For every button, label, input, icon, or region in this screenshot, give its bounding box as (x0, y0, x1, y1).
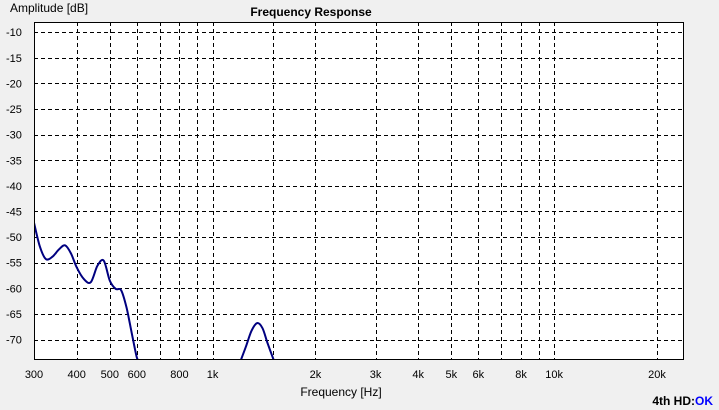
status-value: OK (695, 394, 713, 408)
curve-group (34, 221, 275, 360)
y-tick-label: -60 (6, 283, 22, 295)
y-tick-label: -55 (6, 258, 22, 270)
x-tick-label: 500 (101, 369, 119, 381)
y-tick-label: -35 (6, 155, 22, 167)
y-axis-label: Amplitude [dB] (10, 1, 88, 15)
x-tick-label: 10k (545, 369, 563, 381)
x-tick-label: 1k (207, 369, 219, 381)
y-tick-labels: -10 -15 -20 -25 -30 -35 -40 -45 -50 -55 -60 -65 -70 (6, 27, 22, 346)
x-tick-label: 400 (67, 369, 85, 381)
curve-layer (34, 221, 275, 360)
y-tick-label: -20 (6, 78, 22, 90)
x-tick-label: 20k (648, 369, 666, 381)
y-tick-label: -40 (6, 181, 22, 193)
y-tick-label: -70 (6, 335, 22, 347)
x-tick-labels: 300 400 500 600 800 1k 2k 3k 4k 5k 6k 8k 10k 20k (25, 369, 666, 381)
y-tick-label: -45 (6, 206, 22, 218)
x-tick-label: 6k (473, 369, 485, 381)
y-tick-label: -25 (6, 104, 22, 116)
x-axis-label: Frequency [Hz] (300, 385, 381, 399)
x-tick-label: 8k (515, 369, 527, 381)
x-tick-label: 4k (412, 369, 424, 381)
response-curve (239, 322, 275, 360)
x-tick-label: 300 (25, 369, 43, 381)
status-readout: 4th HD:OK (652, 394, 713, 408)
x-tick-label: 600 (128, 369, 146, 381)
plot-area (34, 22, 684, 360)
plot-border (34, 22, 684, 360)
chart-title: Frequency Response (250, 5, 372, 19)
y-tick-label: -10 (6, 27, 22, 39)
grid-lines (34, 22, 684, 360)
y-tick-label: -65 (6, 309, 22, 321)
y-tick-label: -30 (6, 130, 22, 142)
y-tick-label: -15 (6, 53, 22, 65)
x-tick-label: 2k (310, 369, 322, 381)
x-tick-label: 800 (170, 369, 188, 381)
x-tick-label: 5k (446, 369, 458, 381)
x-tick-label: 3k (370, 369, 382, 381)
status-label: 4th HD: (652, 394, 695, 408)
y-tick-label: -50 (6, 232, 22, 244)
response-curve (34, 221, 141, 360)
